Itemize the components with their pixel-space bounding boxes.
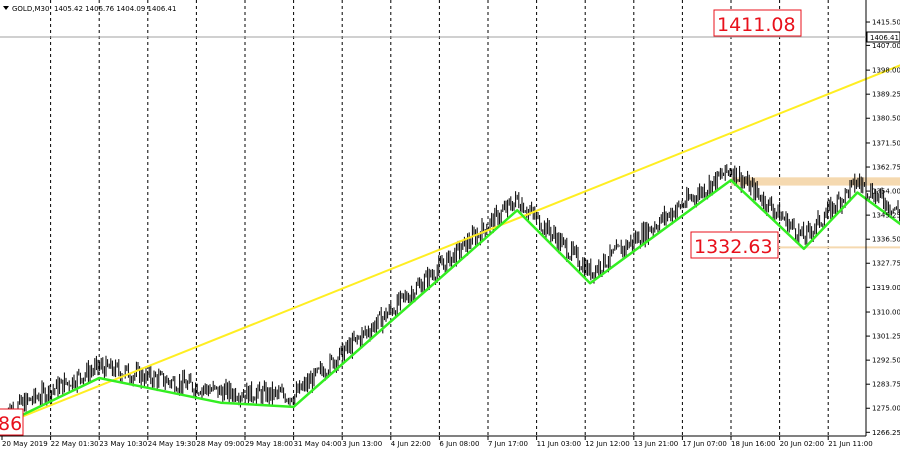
label-low-text: 1332.63 [694,236,773,258]
y-tick-label: 1345.25 [872,212,900,220]
x-tick-label: 4 Jun 22:00 [391,440,431,448]
x-tick-label: 24 May 19:30 [148,440,196,448]
label-left: 86 [0,408,24,436]
x-tick-label: 11 Jun 03:00 [537,440,581,448]
label-high-text: 1411.08 [717,14,796,36]
x-tick-label: 29 May 18:00 [245,440,293,448]
current-price-box [866,31,900,43]
y-tick-label: 1407.00 [872,42,900,50]
y-tick-label: 1266.25 [872,429,900,437]
y-tick-label: 1415.50 [872,19,900,27]
x-tick-label: 22 May 01:30 [51,440,99,448]
x-tick-label: 3 Jun 13:00 [342,440,382,448]
y-tick-label: 1292.50 [872,357,900,365]
zigzag-line [1,178,900,426]
y-tick-label: 1310.00 [872,309,900,317]
price-axis: 1415.50 1407.00 1398.00 1389.25 1380.50 1371.… [866,19,900,437]
current-price-tag: 1406.41 [0,31,900,43]
x-tick-label: 18 Jun 16:00 [731,440,775,448]
label-left-box [0,408,24,436]
drawn-lines [1,64,900,426]
time-axis: 20 May 2019 22 May 01:30 23 May 10:30 24 Ma… [1,436,873,448]
candles [1,164,900,425]
y-tick-label: 1275.00 [872,405,900,413]
x-tick-label: 13 Jun 21:00 [634,440,678,448]
y-tick-label: 1398.00 [872,67,900,75]
current-price-text: 1406.41 [870,34,899,42]
chart-menu-arrow-icon[interactable] [3,6,9,10]
label-low: 1332.63 [690,231,779,259]
grid-lines [50,0,829,436]
x-tick-label: 23 May 10:30 [99,440,147,448]
x-tick-label: 28 May 09:00 [196,440,244,448]
x-tick-label: 7 Jun 17:00 [488,440,528,448]
x-tick-label: 20 May 2019 [2,440,48,448]
y-tick-label: 1380.50 [872,115,900,123]
x-tick-label: 21 Jun 11:00 [828,440,872,448]
y-tick-label: 1362.75 [872,164,900,172]
y-tick-label: 1389.25 [872,91,900,99]
x-tick-label: 17 Jun 07:00 [682,440,726,448]
y-tick-label: 1319.00 [872,284,900,292]
symbol-label: GOLD,M30 [12,5,49,13]
label-high-box [713,9,802,37]
ohlc-values: 1405.42 1406.76 1404.09 1406.41 [54,5,176,13]
y-tick-label: 1336.50 [872,236,900,244]
label-high: 1411.08 [713,9,802,37]
x-tick-label: 31 May 04:00 [294,440,342,448]
y-tick-label: 1371.50 [872,139,900,147]
y-tick-label: 1283.75 [872,381,900,389]
label-low-box [690,231,779,259]
zone-rect [731,177,900,186]
x-tick-label: 6 Jun 08:00 [439,440,479,448]
x-tick-label: 12 Jun 12:00 [585,440,629,448]
trend-line [1,64,900,426]
y-tick-label: 1327.75 [872,260,900,268]
label-left-text: 86 [0,413,22,435]
y-tick-label: 1301.25 [872,333,900,341]
y-tick-label: 1354.00 [872,188,900,196]
x-tick-label: 20 Jun 02:00 [780,440,824,448]
